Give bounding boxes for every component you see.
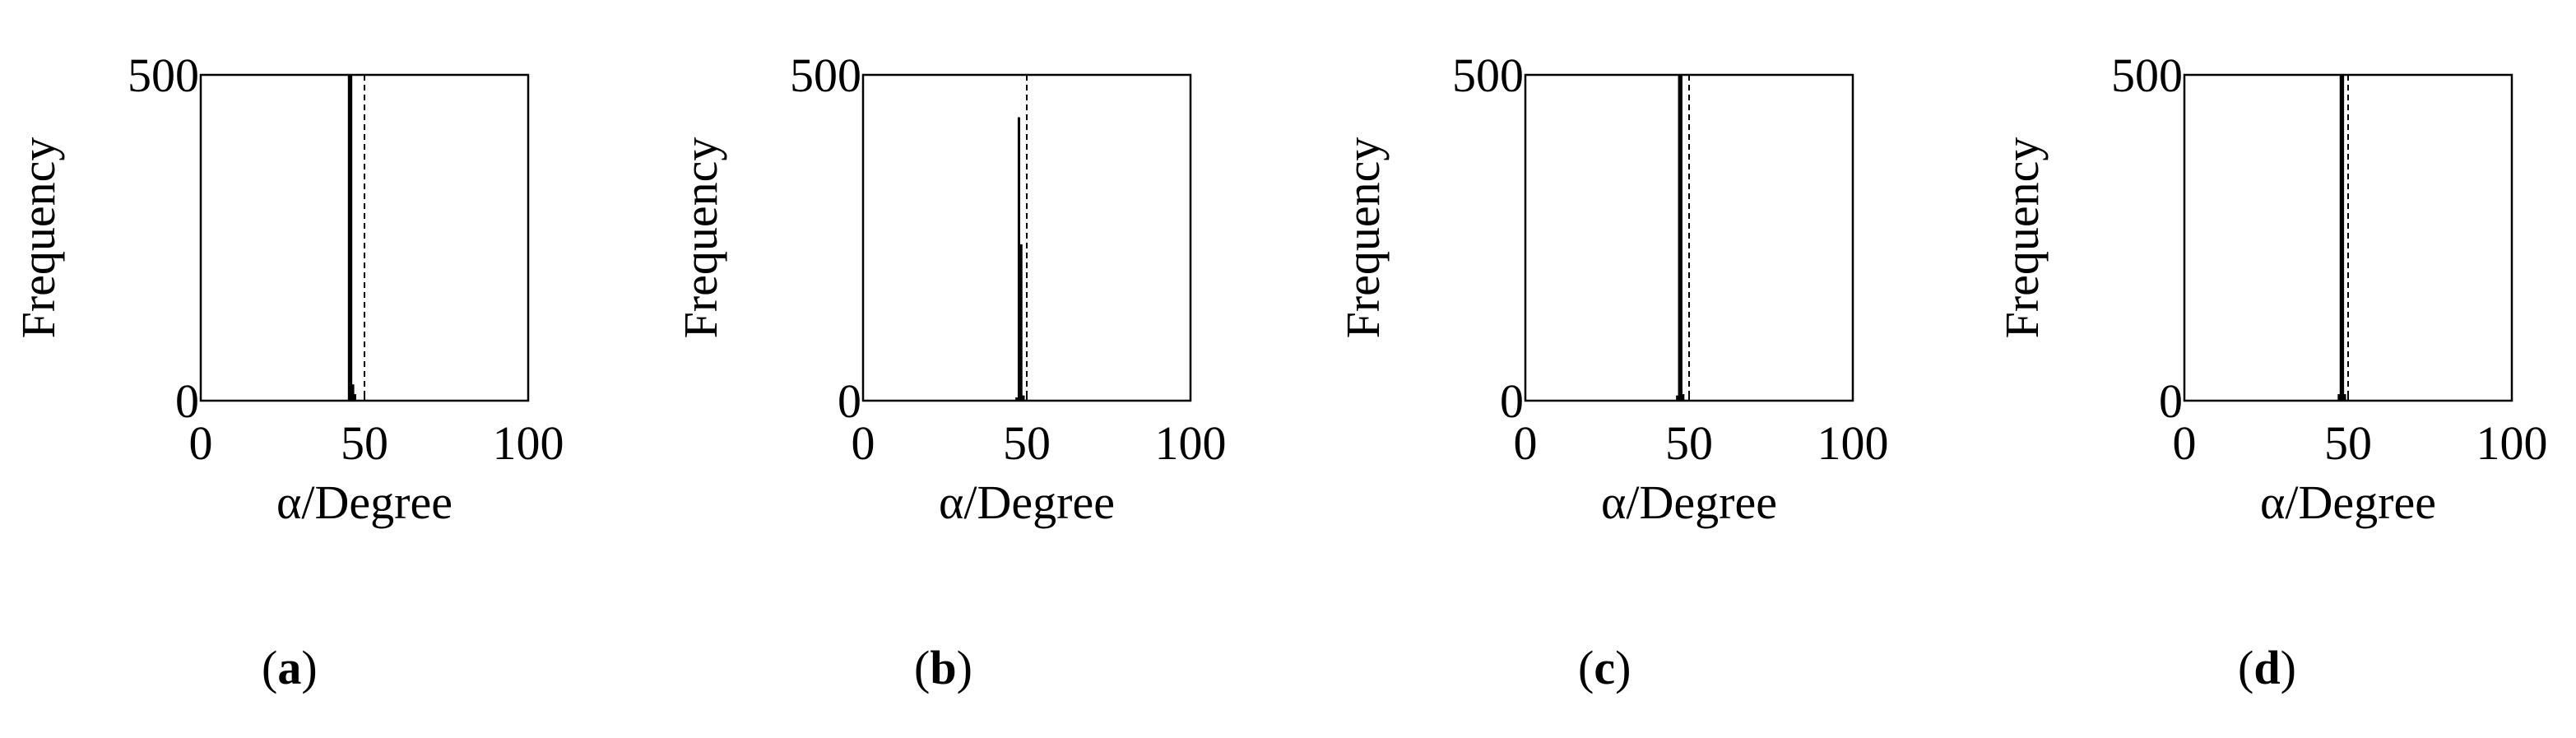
x-axis-label-b: α/Degree [939, 476, 1115, 529]
histogram-bar-a-2 [351, 384, 355, 401]
y-tick-label-a-0: 0 [175, 374, 199, 428]
chart-panel-d: 0 50 100 0 500 α/Degree Frequency [1995, 49, 2548, 529]
y-tick-label-d-0: 0 [2159, 374, 2183, 428]
x-tick-label-a-1: 50 [341, 416, 388, 470]
y-tick-label-b-1: 500 [790, 49, 861, 102]
y-axis-label-a: Frequency [12, 137, 65, 339]
histogram-bar-c-1 [1678, 75, 1681, 401]
panel-caption-c-letter: c [1594, 641, 1616, 694]
histogram-bar-d-2 [2342, 75, 2345, 401]
x-tick-label-d-0: 0 [2173, 416, 2197, 470]
x-tick-label-a-2: 100 [493, 416, 564, 470]
histogram-bar-d-0 [2337, 394, 2341, 401]
x-tick-label-c-2: 100 [1817, 416, 1889, 470]
panel-caption-b: (b) [914, 641, 972, 694]
histogram-bar-b-2 [1019, 244, 1023, 401]
x-tick-label-d-2: 100 [2476, 416, 2548, 470]
panel-caption-b-letter: b [930, 641, 957, 694]
panel-caption-a: (a) [262, 641, 318, 694]
y-tick-label-c-1: 500 [1452, 49, 1524, 102]
x-tick-label-b-1: 50 [1003, 416, 1051, 470]
histogram-bar-b-0 [1015, 397, 1019, 401]
x-tick-label-d-1: 50 [2324, 416, 2372, 470]
histogram-bar-c-3 [1682, 394, 1685, 401]
y-tick-label-a-1: 500 [128, 49, 199, 102]
x-tick-label-a-0: 0 [189, 416, 213, 470]
x-axis-label-d: α/Degree [2260, 476, 2436, 529]
x-axis-label-c: α/Degree [1601, 476, 1777, 529]
y-tick-label-c-0: 0 [1500, 374, 1524, 428]
y-axis-label-b: Frequency [674, 137, 727, 339]
chart-panel-a: 0 50 100 0 500 α/Degree Frequency [12, 49, 564, 529]
histogram-bar-b-1 [1017, 117, 1020, 401]
x-tick-label-c-1: 50 [1665, 416, 1713, 470]
histogram-bar-b-3 [1022, 395, 1025, 401]
histogram-bar-a-3 [353, 394, 356, 401]
panel-caption-c: (c) [1578, 641, 1631, 694]
panel-caption-a-letter: a [277, 641, 302, 694]
y-axis-label-c: Frequency [1336, 137, 1390, 339]
histogram-bar-d-3 [2343, 394, 2346, 401]
y-tick-label-d-1: 500 [2111, 49, 2183, 102]
panel-caption-d-letter: d [2253, 641, 2281, 694]
chart-panel-b: 0 50 100 0 500 α/Degree Frequency [674, 49, 1227, 529]
y-axis-label-d: Frequency [1995, 137, 2049, 339]
x-axis-label-a: α/Degree [276, 476, 453, 529]
chart-panel-c: 0 50 100 0 500 α/Degree Frequency [1336, 49, 1889, 529]
histogram-bar-a-1 [350, 75, 353, 401]
histogram-bar-a-0 [347, 75, 350, 401]
panel-caption-d: (d) [2238, 641, 2296, 694]
y-tick-label-b-0: 0 [838, 374, 861, 428]
histogram-bar-c-0 [1676, 395, 1679, 401]
x-tick-label-b-2: 100 [1155, 416, 1227, 470]
histogram-bar-c-2 [1679, 75, 1683, 401]
x-tick-label-c-0: 0 [1514, 416, 1538, 470]
x-tick-label-b-0: 0 [852, 416, 875, 470]
histogram-bar-d-1 [2339, 75, 2342, 401]
